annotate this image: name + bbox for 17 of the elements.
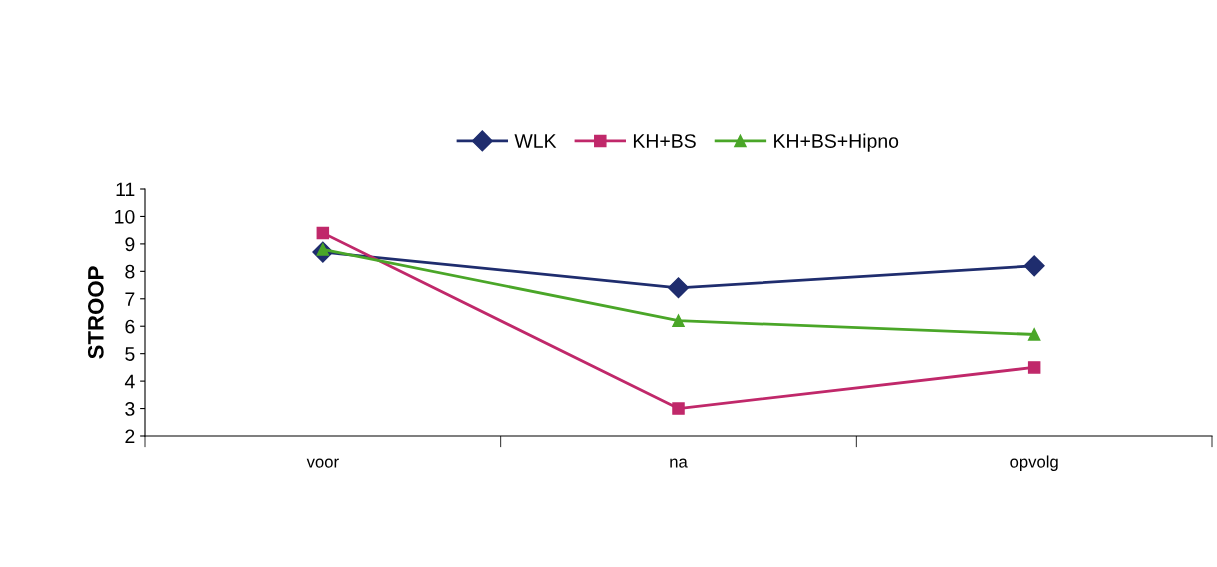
y-tick-label: 7 [125, 292, 135, 306]
x-tick-label: voor [306, 458, 339, 468]
y-tick-label: 8 [125, 264, 135, 279]
y-axis-title: STROOP [87, 266, 104, 359]
legend-label: KH+BS [633, 134, 696, 148]
y-tick-label: 11 [116, 182, 135, 197]
y-tick-label: 5 [125, 347, 135, 361]
x-tick-label: na [670, 458, 688, 468]
y-tick-label: 9 [125, 237, 135, 252]
y-tick-label: 2 [125, 429, 135, 444]
y-tick-label: 4 [124, 374, 135, 389]
y-tick-label: 3 [125, 402, 135, 416]
y-tick-label: 10 [115, 209, 135, 224]
x-tick-label: opvolg [1010, 455, 1058, 471]
legend-label: KH+BS+Hipno [774, 133, 899, 152]
y-tick-label: 6 [125, 319, 135, 334]
legend-label: WLK [514, 134, 557, 148]
